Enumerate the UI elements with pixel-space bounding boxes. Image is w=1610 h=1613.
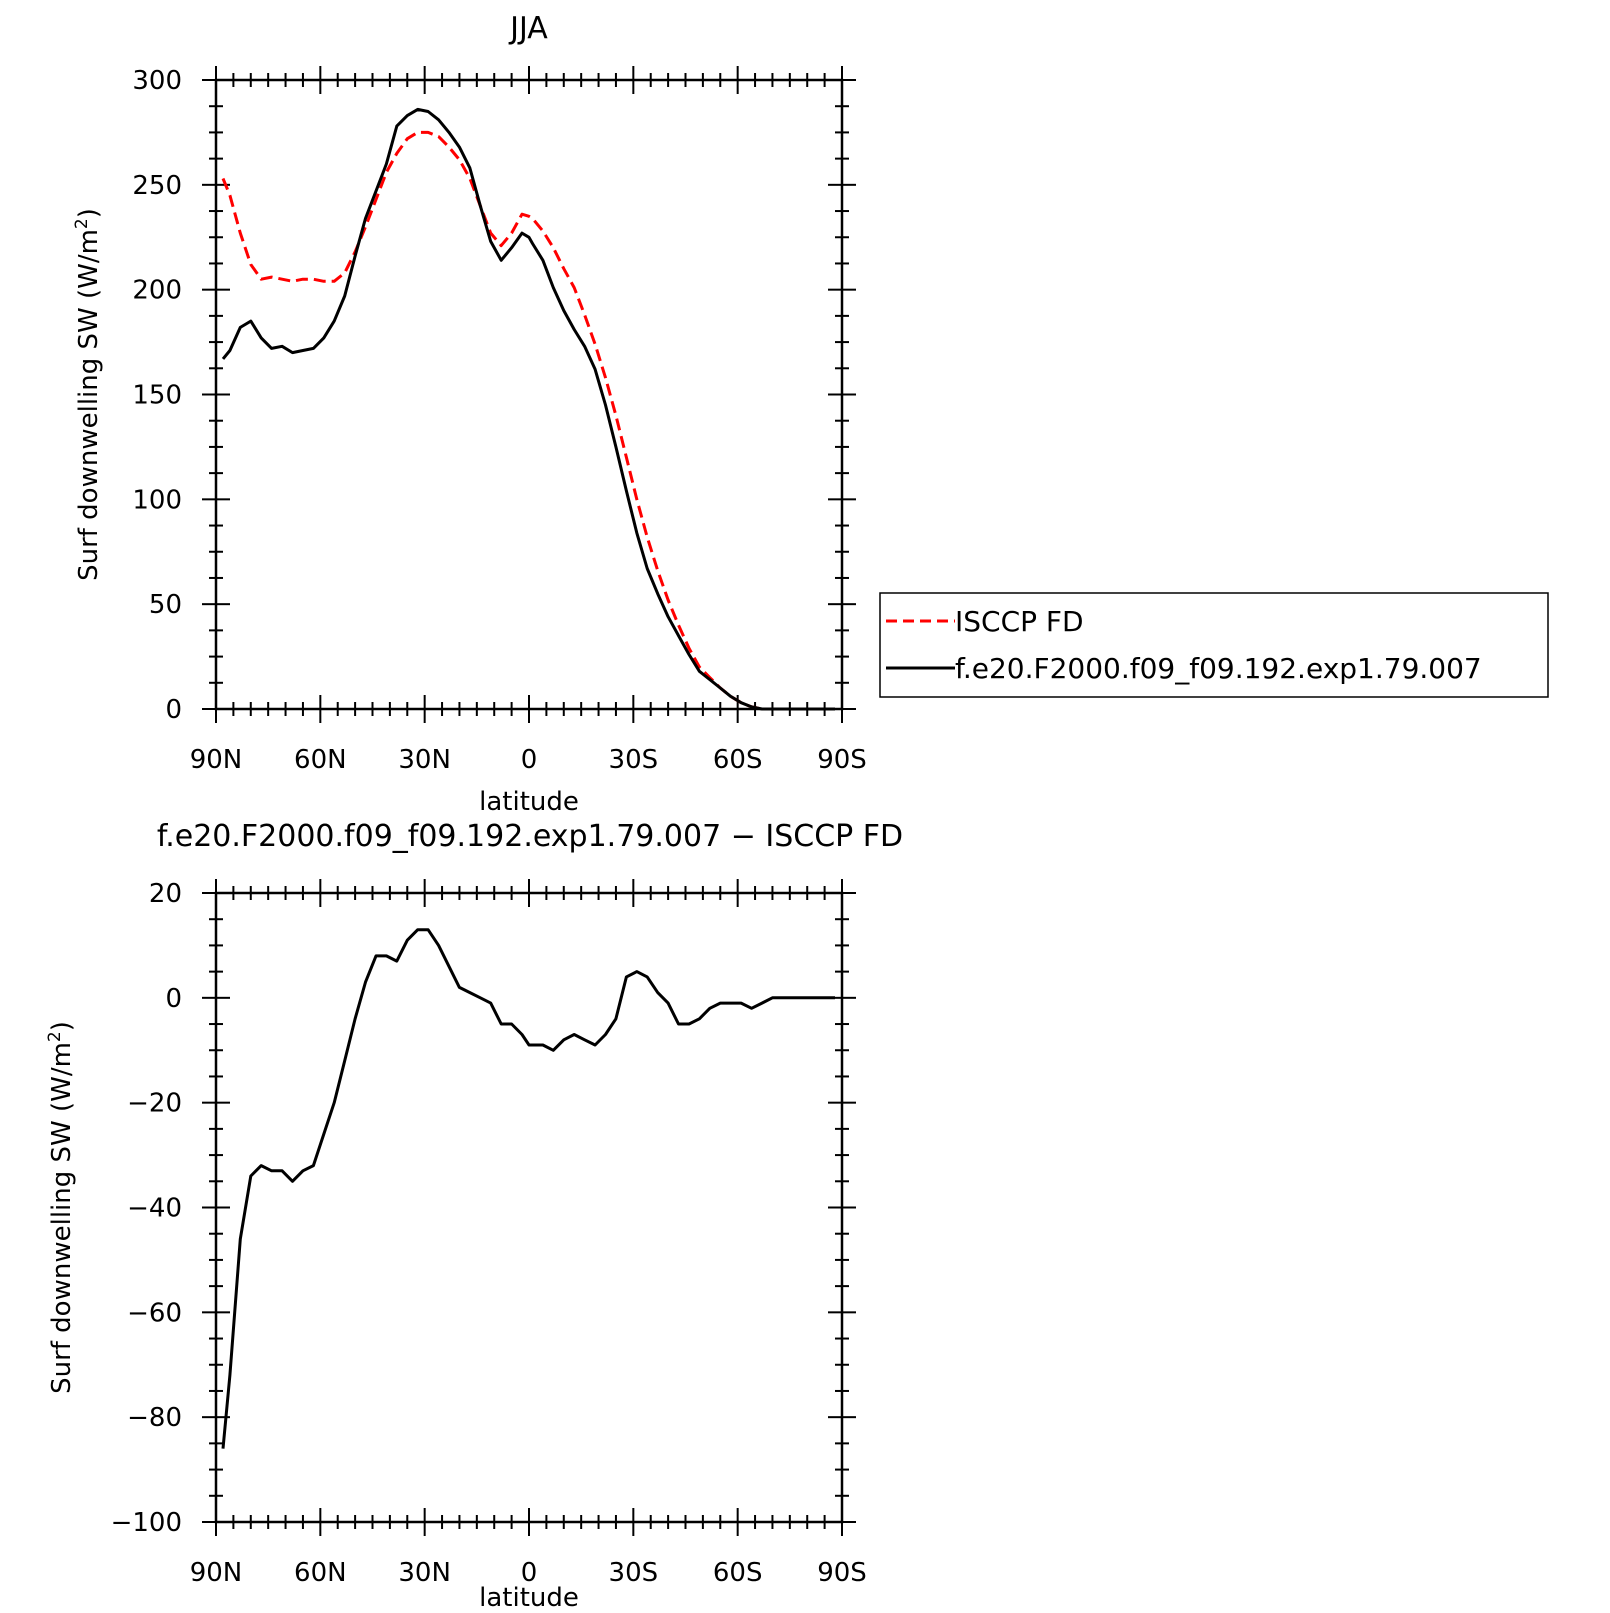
x-tick-label: 60N [294, 1558, 347, 1588]
series-line-model [221, 928, 835, 1449]
series-line-model [221, 107, 835, 711]
top-plot-frame [214, 78, 844, 711]
y-tick-label: −20 [127, 1089, 182, 1119]
x-tick-label: 90S [817, 745, 867, 775]
x-tick-label: 60N [294, 745, 347, 775]
y-tick-label: −100 [111, 1508, 182, 1538]
x-tick-label: 60S [713, 745, 763, 775]
y-tick-label: −40 [127, 1194, 182, 1224]
y-tick-label: 300 [132, 66, 182, 96]
legend-label-isccp: ISCCP FD [955, 605, 1084, 638]
y-tick-label: 0 [165, 695, 182, 725]
legend-box [879, 592, 1549, 698]
x-tick-label: 60S [713, 1558, 763, 1588]
top-panel: JJA Surf downwelling SW (W/m2) latitude … [72, 11, 867, 817]
x-tick-label: 90S [817, 1558, 867, 1588]
bottom-x-axis-label: latitude [479, 1583, 579, 1613]
top-y-axis-label: Surf downwelling SW (W/m2) [72, 208, 104, 581]
bottom-panel-title: f.e20.F2000.f09_f09.192.exp1.79.007 − IS… [157, 819, 903, 854]
legend-label-model: f.e20.F2000.f09_f09.192.exp1.79.007 [955, 652, 1482, 685]
bottom-panel: f.e20.F2000.f09_f09.192.exp1.79.007 − IS… [45, 819, 903, 1613]
bottom-plot-frame [214, 891, 844, 1524]
top-x-axis-label: latitude [479, 787, 579, 817]
bottom-ticks: 90N 60N 30N 0 30S 60S 90S −100 −80 −60 −40 −20 0 20 [111, 879, 867, 1588]
top-panel-title: JJA [508, 11, 548, 46]
x-tick-label: 30N [398, 745, 451, 775]
y-tick-label: 150 [132, 381, 182, 411]
y-tick-label: 50 [149, 590, 182, 620]
y-tick-label: −80 [127, 1403, 182, 1433]
x-tick-label: 0 [521, 745, 538, 775]
y-tick-label: 20 [149, 879, 182, 909]
y-tick-label: 250 [132, 171, 182, 201]
bottom-series [221, 928, 835, 1449]
y-tick-label: 100 [132, 485, 182, 515]
x-tick-label: 90N [190, 1558, 243, 1588]
top-ticks: 90N 60N 30N 0 30S 60S 90S 0 50 100 150 200 250 300 [132, 66, 867, 775]
legend: ISCCP FD f.e20.F2000.f09_f09.192.exp1.79… [879, 592, 1549, 698]
x-tick-label: 0 [521, 1558, 538, 1588]
y-tick-label: 0 [165, 984, 182, 1014]
x-tick-label: 30N [398, 1558, 451, 1588]
x-tick-label: 30S [609, 1558, 659, 1588]
x-tick-label: 30S [609, 745, 659, 775]
y-tick-label: 200 [132, 276, 182, 306]
top-y-axis-label-text: Surf downwelling SW (W/m2) [72, 208, 104, 581]
top-series [221, 107, 835, 711]
x-tick-label: 90N [190, 745, 243, 775]
bottom-y-axis-label-text: Surf downwelling SW (W/m2) [45, 1021, 77, 1394]
series-line-isccp [221, 130, 835, 711]
bottom-y-axis-label: Surf downwelling SW (W/m2) [45, 1021, 77, 1394]
y-tick-label: −60 [127, 1298, 182, 1328]
